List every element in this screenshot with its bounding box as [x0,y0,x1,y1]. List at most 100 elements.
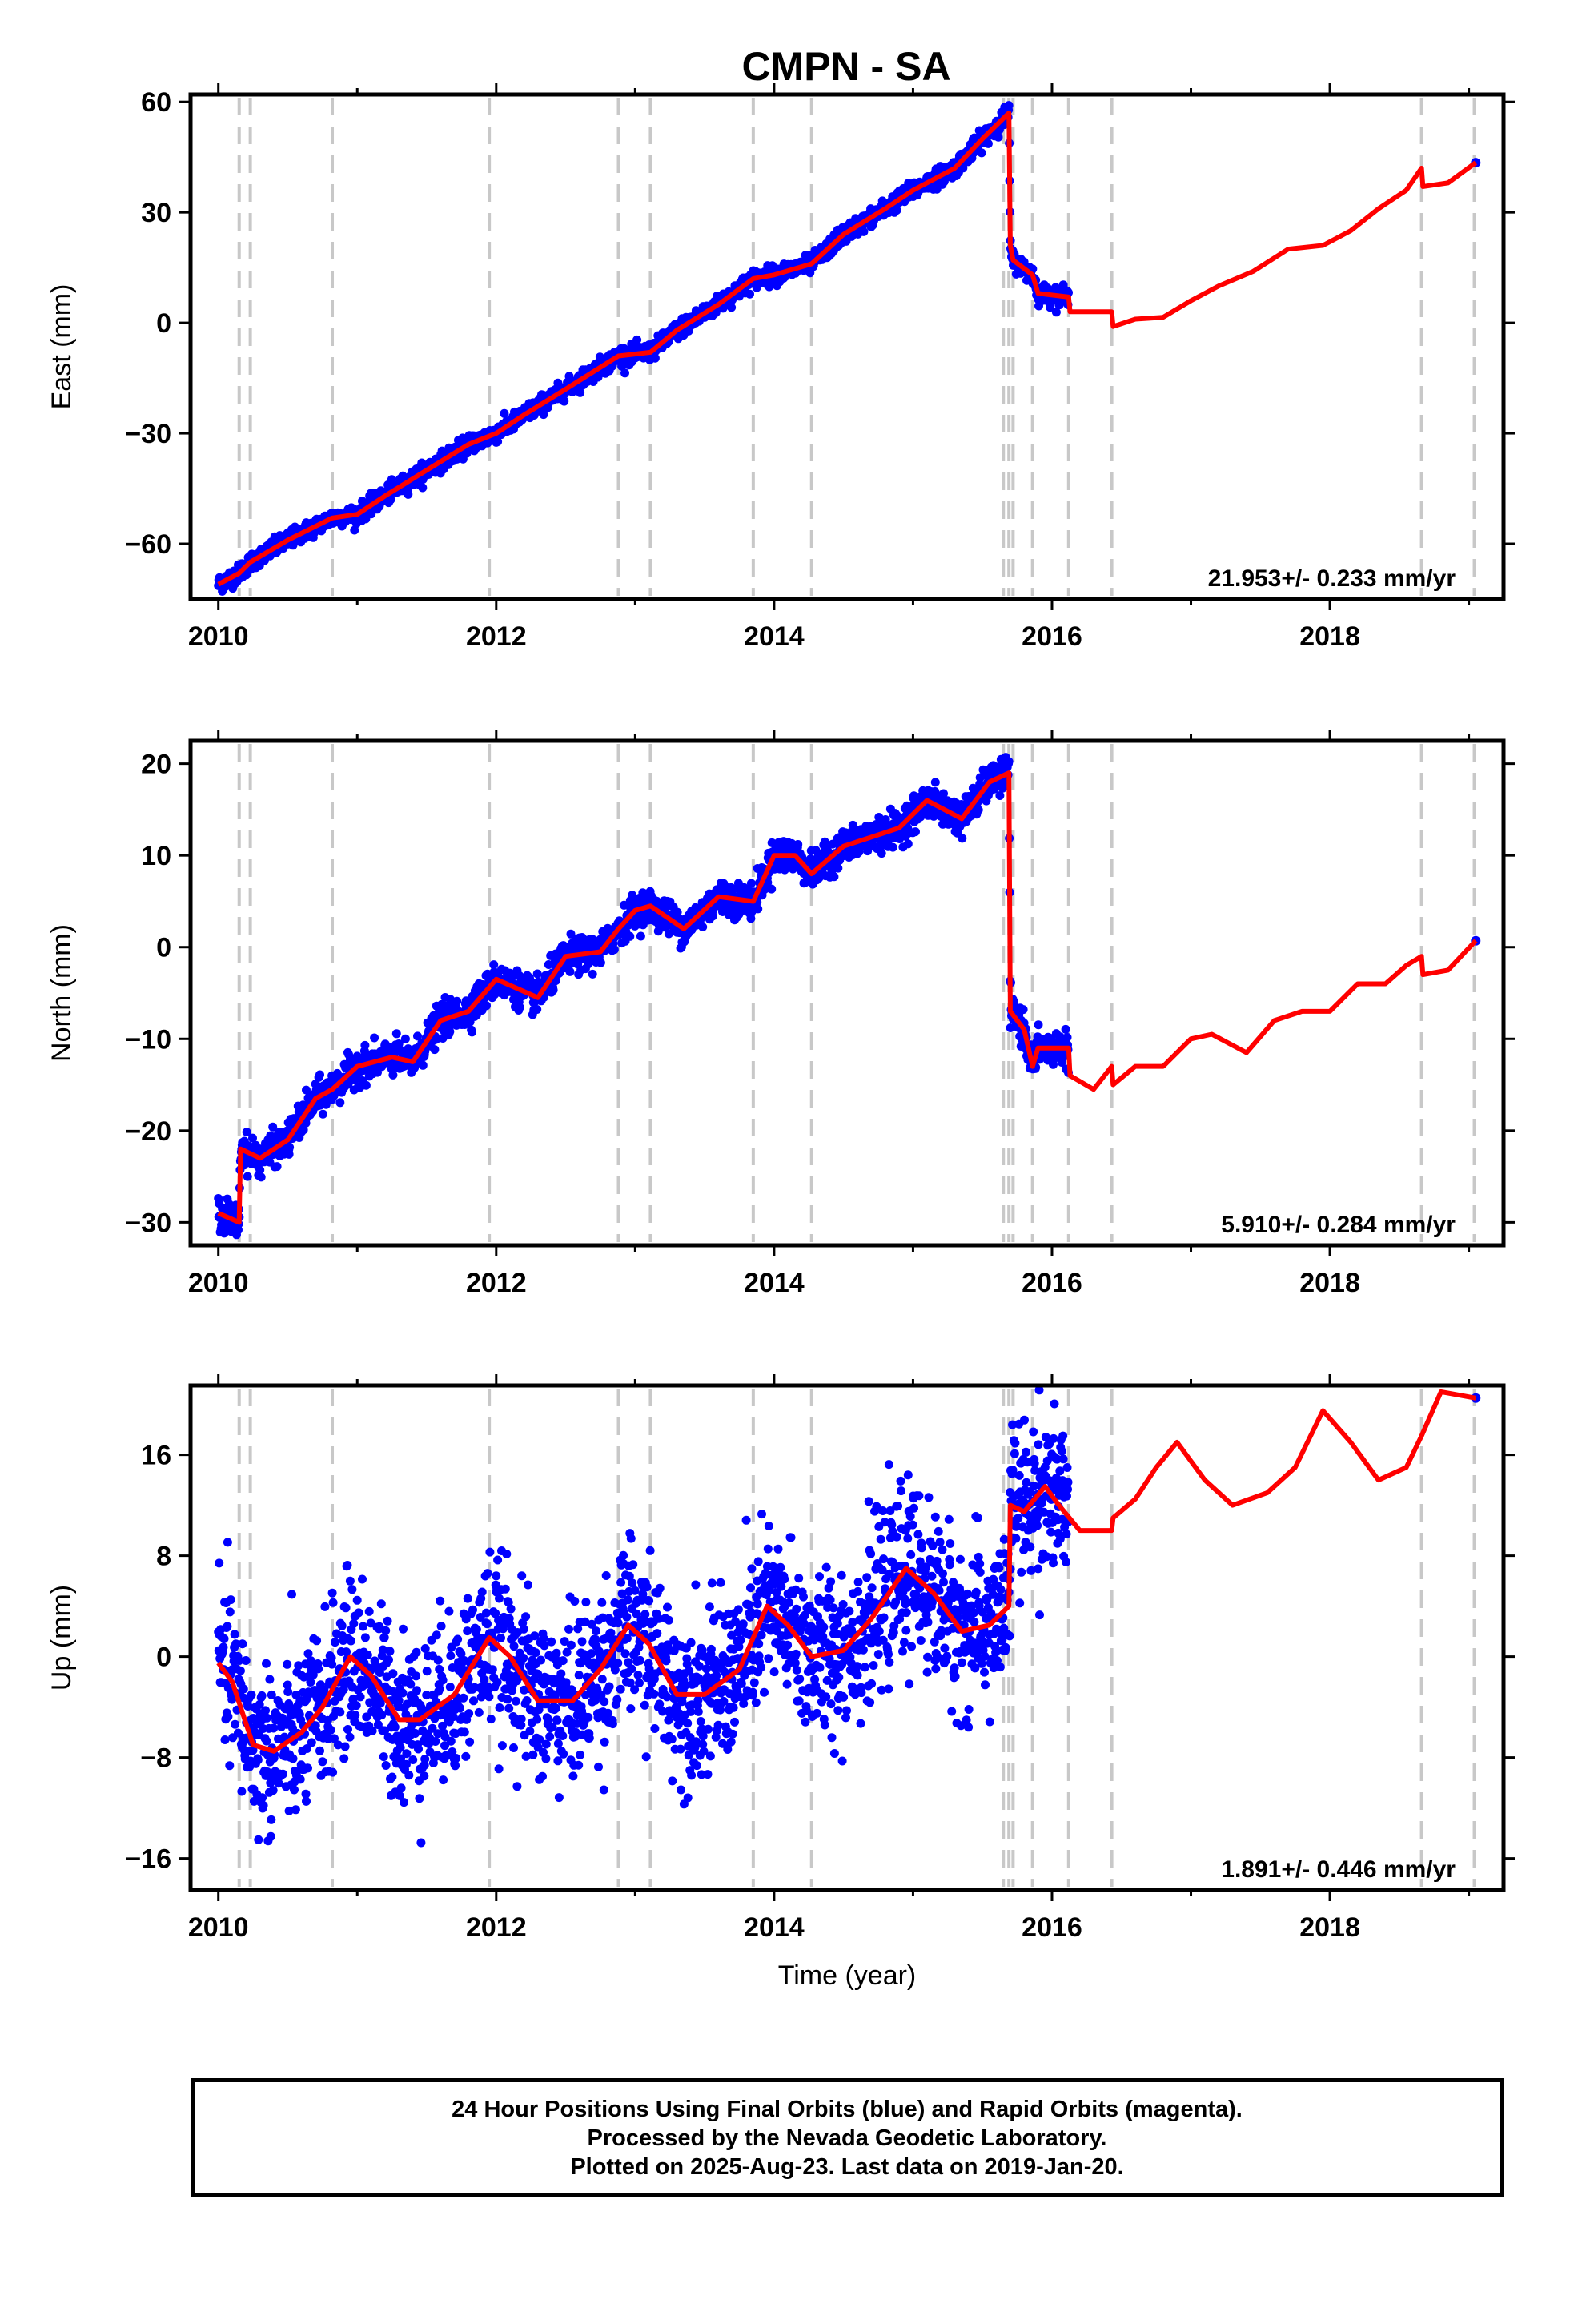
observation-point [269,1723,279,1733]
observation-point [314,1664,323,1674]
observation-point [998,783,1007,793]
observation-point [402,1749,412,1759]
observation-point [404,489,413,499]
observation-point [358,1574,367,1584]
observation-point [239,1684,248,1694]
observation-point [416,1838,426,1848]
observation-point [215,1558,224,1568]
x-tick-label: 2018 [1299,1268,1360,1298]
observation-point [327,1588,337,1598]
observation-point [267,1690,276,1699]
observation-point [343,1561,352,1570]
observation-points [214,1385,1481,1848]
observation-point [330,1734,339,1743]
x-tick-label: 2012 [466,1268,527,1298]
observation-point [724,910,733,919]
observation-point [903,839,913,849]
observation-point [418,1060,428,1070]
observation-point [388,1669,398,1679]
observation-point [302,1695,311,1703]
observation-point [406,1679,416,1689]
observation-point [379,1633,389,1642]
observation-point [939,789,948,798]
observation-point [381,1626,391,1635]
observation-point [354,1608,363,1618]
observation-point [1004,757,1014,766]
observation-point [315,1746,324,1755]
observation-point [248,1133,257,1143]
observation-point [911,827,920,837]
observation-point [341,1603,351,1613]
observation-point [257,1691,267,1700]
observation-point [254,1835,263,1844]
observation-point [375,1622,384,1631]
observation-point [291,1805,300,1815]
observation-point [620,368,629,378]
y-tick-label: −10 [125,1024,171,1055]
observation-point [367,1726,377,1735]
observation-point [632,335,642,344]
observation-point [279,1732,289,1742]
x-tick-label: 2016 [1022,621,1082,652]
x-tick-label: 2014 [744,621,805,652]
observation-point [225,1607,235,1617]
observation-point [256,1172,266,1182]
observation-point [888,842,897,852]
observation-point [235,1656,244,1665]
observation-point [315,1070,324,1080]
observation-point [327,1659,337,1669]
observation-point [983,139,993,148]
observation-point [753,904,763,914]
y-tick-label: 60 [141,87,171,118]
observation-point [930,778,940,787]
observation-point [243,1172,252,1181]
observation-point [833,863,843,873]
observation-point [408,1755,418,1764]
observation-point [237,1787,247,1796]
observation-point [387,1772,397,1782]
observation-point [515,1003,524,1012]
observation-point [1018,1005,1028,1015]
observation-point [361,1080,371,1090]
observation-point [388,1070,398,1080]
observation-point [367,509,376,519]
observation-point [1034,1020,1043,1030]
observation-point [1004,101,1014,111]
observation-point [274,1779,283,1788]
observation-point [351,1711,360,1720]
observation-point [225,1761,235,1771]
observation-point [288,1754,298,1763]
observation-point [468,1027,476,1037]
observation-point [346,1636,355,1646]
observation-point [262,1713,271,1723]
observation-point [248,1746,258,1755]
observation-point [302,1085,311,1095]
observation-point [272,1162,282,1172]
x-tick-label: 2010 [188,621,249,652]
observation-point [391,1029,401,1039]
observation-point [398,1688,408,1698]
observation-point [335,1707,345,1717]
observation-point [793,840,803,849]
y-tick-label: −20 [125,1116,171,1147]
observation-point [253,1755,263,1765]
observation-point [360,1040,370,1050]
y-tick-label: −30 [125,419,171,449]
observation-points [214,753,1481,1240]
observation-point [352,1595,362,1605]
observation-point [318,1109,327,1119]
observation-point [247,1690,256,1699]
observation-point [399,1624,408,1634]
observation-point [278,1769,287,1779]
observation-point [342,1647,351,1657]
observation-point [995,791,1005,800]
observation-point [231,1639,241,1649]
observation-point [255,1165,265,1175]
y-axis-label: North (mm) [46,924,77,1062]
observation-point [318,1757,327,1767]
observation-point [262,1659,271,1668]
observation-point [400,1798,408,1807]
observation-point [302,1796,311,1806]
observation-point [452,996,462,1006]
